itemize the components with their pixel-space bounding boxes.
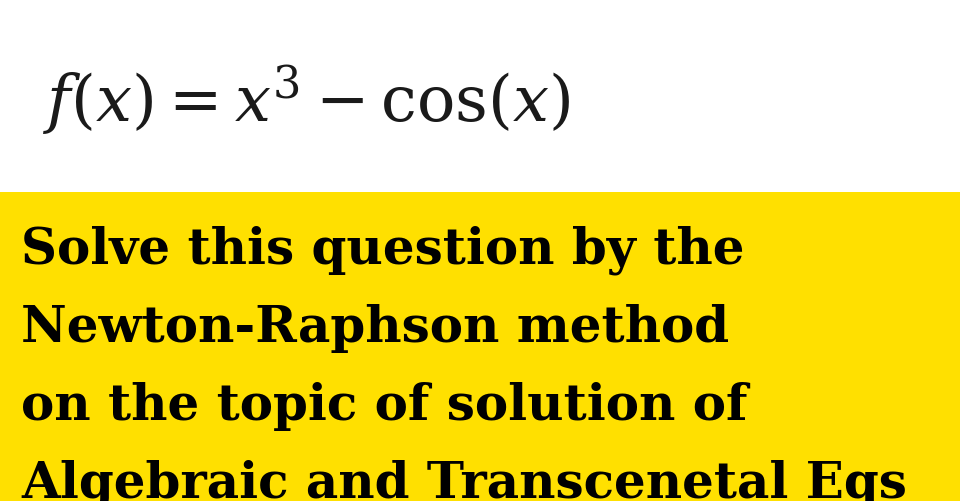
Bar: [0, 193, 960, 501]
Text: $f(x) = x^3 - \cos(x)$: $f(x) = x^3 - \cos(x)$: [43, 64, 571, 137]
Bar: [0, 0, 960, 193]
Text: Newton-Raphson method: Newton-Raphson method: [21, 303, 730, 352]
Text: Solve this question by the: Solve this question by the: [21, 225, 745, 275]
Text: Algebraic and Transcenetal Eqs: Algebraic and Transcenetal Eqs: [21, 458, 907, 501]
Text: on the topic of solution of: on the topic of solution of: [21, 381, 748, 430]
